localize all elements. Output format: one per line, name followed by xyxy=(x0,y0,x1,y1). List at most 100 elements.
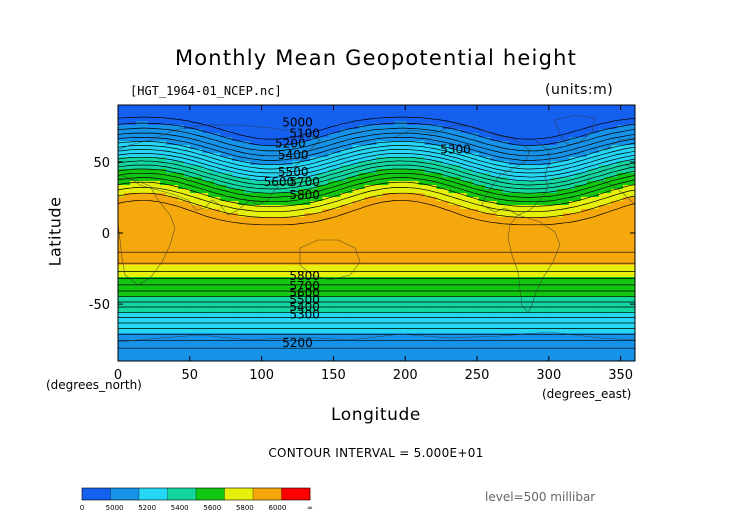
band-cell xyxy=(358,237,366,242)
band-cell xyxy=(424,229,432,234)
band-cell xyxy=(286,125,293,130)
band-cell xyxy=(256,197,263,202)
band-cell xyxy=(268,181,275,186)
band-cell xyxy=(604,105,612,110)
band-cell xyxy=(268,121,275,126)
band-cell xyxy=(574,201,582,206)
band-cell xyxy=(310,141,317,146)
band-cell xyxy=(574,237,582,242)
band-cell xyxy=(418,277,426,282)
band-cell xyxy=(484,209,492,214)
band-cell xyxy=(562,265,570,270)
band-cell xyxy=(172,137,179,142)
band-cell xyxy=(574,129,582,134)
band-cell xyxy=(556,117,564,122)
band-cell xyxy=(136,281,143,286)
band-cell xyxy=(124,153,131,158)
band-cell xyxy=(598,229,606,234)
band-cell xyxy=(592,265,600,270)
band-cell xyxy=(400,145,408,150)
band-cell xyxy=(586,201,594,206)
band-cell xyxy=(160,113,167,118)
band-cell xyxy=(346,301,354,306)
band-cell xyxy=(280,201,287,206)
band-cell xyxy=(352,317,360,322)
band-cell xyxy=(604,281,612,286)
band-cell xyxy=(586,109,594,114)
band-cell xyxy=(238,309,245,314)
band-cell xyxy=(124,257,131,262)
band-cell xyxy=(208,157,215,162)
band-cell xyxy=(148,161,155,166)
band-cell xyxy=(286,257,293,262)
band-cell xyxy=(130,197,137,202)
band-cell xyxy=(286,205,293,210)
band-cell xyxy=(166,109,173,114)
band-cell xyxy=(274,125,281,130)
band-cell xyxy=(448,277,456,282)
band-cell xyxy=(274,165,281,170)
band-cell xyxy=(538,229,546,234)
band-cell xyxy=(520,293,528,298)
band-cell xyxy=(160,109,167,114)
band-cell xyxy=(526,221,534,226)
band-cell xyxy=(490,225,498,230)
band-cell xyxy=(412,249,420,254)
band-cell xyxy=(610,141,618,146)
band-cell xyxy=(178,133,185,138)
band-cell xyxy=(454,185,462,190)
band-cell xyxy=(232,189,239,194)
band-cell xyxy=(130,221,137,226)
band-cell xyxy=(622,233,630,238)
band-cell xyxy=(124,165,131,170)
band-cell xyxy=(616,241,624,246)
band-cell xyxy=(328,293,336,298)
band-cell xyxy=(364,109,372,114)
band-cell xyxy=(340,221,348,226)
band-cell xyxy=(568,317,576,322)
band-cell xyxy=(430,273,438,278)
band-cell xyxy=(154,249,161,254)
band-cell xyxy=(310,129,317,134)
band-cell xyxy=(322,205,330,210)
band-cell xyxy=(280,333,287,338)
band-cell xyxy=(436,233,444,238)
band-cell xyxy=(124,245,131,250)
band-cell xyxy=(364,189,372,194)
band-cell xyxy=(124,273,131,278)
band-cell xyxy=(268,217,275,222)
band-cell xyxy=(370,217,378,222)
band-cell xyxy=(622,173,630,178)
band-cell xyxy=(184,221,191,226)
band-cell xyxy=(388,265,396,270)
band-cell xyxy=(502,145,510,150)
band-cell xyxy=(604,129,612,134)
band-cell xyxy=(508,225,516,230)
band-cell xyxy=(622,157,630,162)
band-cell xyxy=(226,257,233,262)
band-cell xyxy=(460,265,468,270)
band-cell xyxy=(472,281,480,286)
band-cell xyxy=(550,153,558,158)
band-cell xyxy=(526,213,534,218)
band-cell xyxy=(268,177,275,182)
band-cell xyxy=(502,173,510,178)
band-cell xyxy=(628,309,635,314)
band-cell xyxy=(178,185,185,190)
band-cell xyxy=(616,329,624,334)
band-cell xyxy=(196,313,203,318)
band-cell xyxy=(148,277,155,282)
band-cell xyxy=(136,141,143,146)
band-cell xyxy=(124,209,131,214)
band-cell xyxy=(508,301,516,306)
band-cell xyxy=(574,221,582,226)
band-cell xyxy=(568,249,576,254)
band-cell xyxy=(238,117,245,122)
band-cell xyxy=(244,225,251,230)
band-cell xyxy=(322,333,330,338)
band-cell xyxy=(460,293,468,298)
band-cell xyxy=(238,185,245,190)
band-cell xyxy=(580,117,588,122)
band-cell xyxy=(406,317,414,322)
band-cell xyxy=(418,325,426,330)
